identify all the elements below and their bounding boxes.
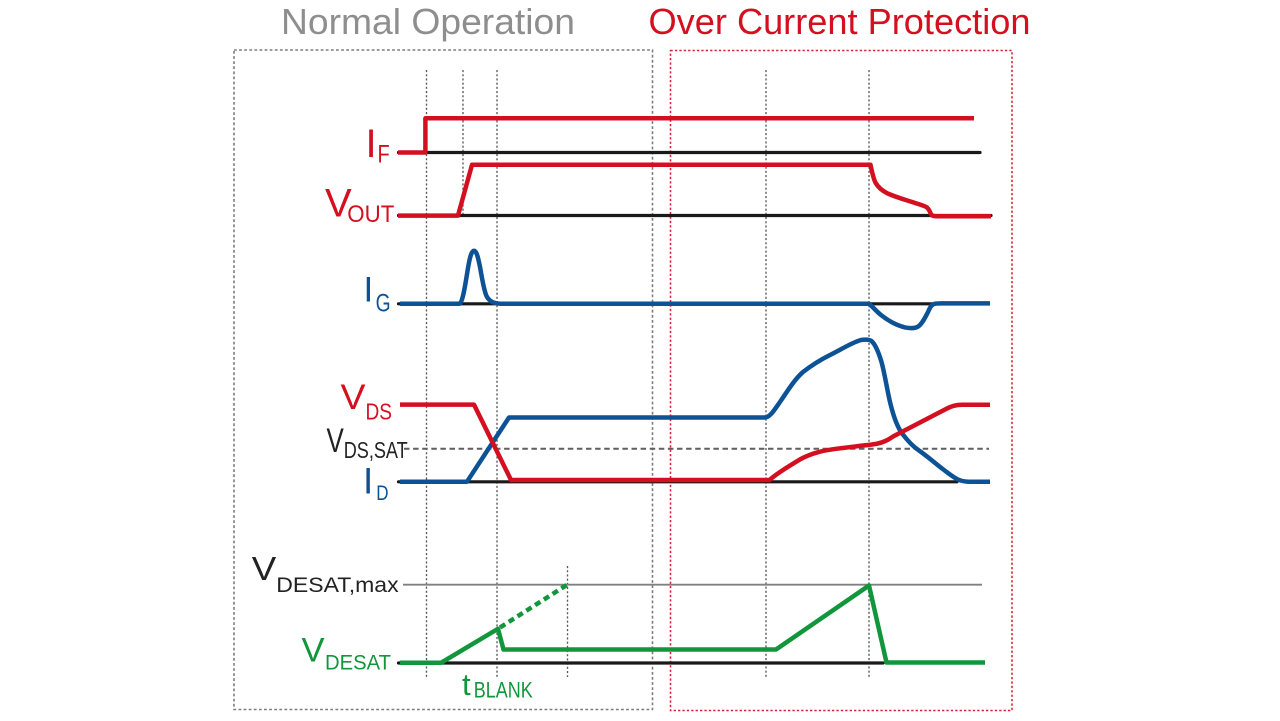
svg-text:Normal Operation: Normal Operation — [281, 1, 575, 42]
svg-text:I: I — [366, 122, 377, 166]
svg-text:OUT: OUT — [347, 201, 394, 228]
svg-text:DESAT,max: DESAT,max — [276, 574, 399, 597]
svg-text:BLANK: BLANK — [474, 678, 533, 703]
svg-text:V: V — [325, 181, 352, 225]
svg-text:DS: DS — [366, 398, 393, 424]
svg-text:I: I — [364, 271, 374, 310]
svg-text:V: V — [302, 631, 325, 669]
svg-text:DESAT: DESAT — [325, 650, 391, 674]
svg-text:I: I — [363, 461, 373, 502]
svg-text:D: D — [376, 482, 388, 505]
svg-text:V: V — [327, 422, 345, 460]
svg-text:V: V — [341, 378, 367, 417]
svg-text:t: t — [462, 667, 471, 702]
svg-text:DS,SAT: DS,SAT — [344, 437, 408, 463]
svg-text:V: V — [252, 550, 276, 587]
svg-text:F: F — [378, 140, 390, 168]
svg-text:Over Current Protection: Over Current Protection — [649, 1, 1031, 42]
svg-text:G: G — [376, 290, 391, 318]
